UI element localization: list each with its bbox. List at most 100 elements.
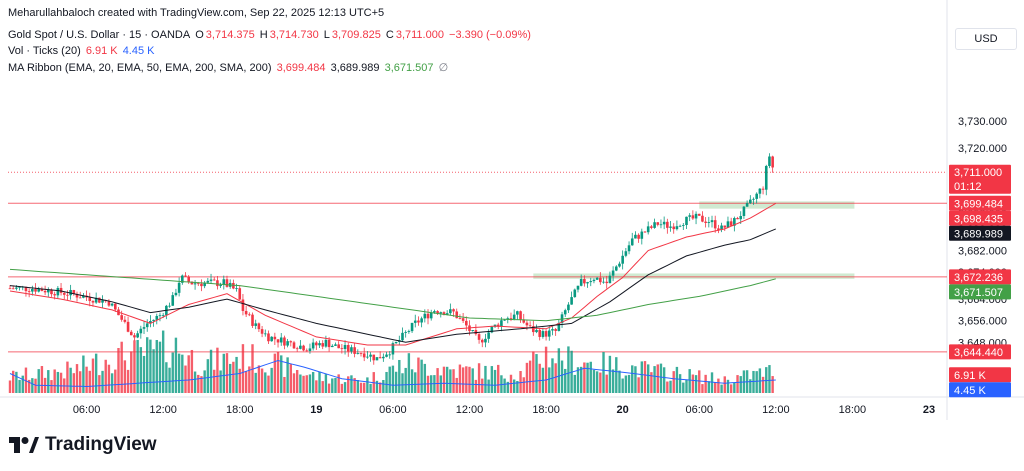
candle-body [745, 203, 749, 207]
candle-body [181, 275, 184, 283]
candle-body [614, 266, 618, 271]
volume-bar [484, 365, 487, 393]
candle-body [244, 310, 248, 315]
candle-body [707, 222, 711, 223]
candle-body [302, 345, 305, 351]
legend-volume-label[interactable]: Vol · Ticks (20) [8, 45, 81, 57]
candle-body [723, 225, 727, 228]
candle-body [445, 313, 449, 315]
volume-bar [595, 371, 599, 393]
candle-body [279, 337, 283, 343]
volume-bar [174, 337, 178, 393]
volume-bar [586, 362, 589, 393]
volume-bar [130, 351, 133, 393]
candle-body [694, 213, 698, 219]
candle-body [107, 301, 111, 306]
volume-bar [187, 355, 190, 393]
candle-body [666, 221, 669, 228]
volume-bar [318, 371, 321, 393]
price-tag [949, 382, 1011, 398]
volume-bar [548, 367, 551, 393]
volume-bar [197, 374, 200, 393]
volume-bar [688, 369, 691, 393]
candle-body [123, 319, 127, 322]
candle-body [570, 297, 573, 305]
candle-body [605, 281, 609, 284]
candle-body [120, 315, 123, 320]
candle-body [771, 156, 774, 168]
candle-body [630, 238, 634, 246]
volume-bar [497, 364, 500, 393]
candle-body [251, 314, 254, 326]
candle-body [350, 347, 353, 352]
price-tag-label: 6.91 K [954, 370, 986, 382]
support-zone-1 [699, 201, 855, 209]
candle-body [346, 345, 350, 352]
volume-bar [362, 382, 366, 393]
volume-bar [729, 384, 733, 393]
candle-body [602, 281, 605, 283]
candle-body [458, 318, 462, 319]
candle-body [222, 279, 226, 285]
candle-body [589, 281, 593, 283]
volume-bar [544, 346, 548, 393]
volume-bar [200, 376, 203, 393]
volume-bar [503, 378, 506, 393]
volume-bar [47, 370, 50, 393]
volume-bar [525, 362, 529, 393]
support-zone-2 [533, 273, 855, 279]
volume-bar [209, 349, 213, 393]
candle-body [729, 221, 733, 226]
candle-body [678, 225, 682, 227]
candle-body [761, 188, 765, 190]
candle-body [8, 288, 12, 290]
volume-bar [251, 344, 254, 393]
volume-bar [369, 383, 372, 393]
candle-body [449, 309, 452, 314]
candle-body [579, 279, 583, 286]
candle-body [142, 327, 146, 329]
candle-body [270, 336, 273, 342]
volume-bar [666, 381, 669, 393]
volume-bar [75, 364, 79, 393]
price-tag-label: 3,644.440 [954, 347, 1003, 359]
volume-bar [37, 369, 40, 393]
volume-bar [149, 339, 152, 393]
candle-body [98, 297, 101, 303]
candle-body [681, 225, 685, 226]
candle-body [289, 341, 293, 343]
candle-body [659, 224, 663, 226]
candle-body [82, 295, 85, 298]
candle-body [187, 276, 190, 282]
candle-body [567, 304, 570, 311]
y-axis-tick-label: 3,682.000 [958, 246, 1007, 258]
candle-body [56, 287, 60, 296]
price-tag [949, 367, 1011, 383]
candle-body [401, 332, 404, 341]
volume-bar [474, 379, 478, 393]
price-tag [949, 164, 1011, 194]
candle-body [583, 279, 586, 284]
candle-body [267, 333, 270, 342]
volume-bar [720, 384, 723, 393]
candle-body [43, 290, 47, 293]
volume-bar [50, 380, 53, 393]
candle-body [643, 231, 647, 233]
ma-line-ema200 [9, 268, 776, 322]
volume-bar [24, 367, 28, 393]
volume-bar [493, 369, 497, 393]
volume-bar [117, 348, 120, 393]
attribution-text: Meharullahbaloch created with TradingVie… [8, 7, 385, 19]
volume-bar [292, 373, 296, 393]
legend-symbol[interactable]: Gold Spot / U.S. Dollar · 15 · OANDA [8, 29, 191, 41]
candle-body [337, 344, 340, 349]
tradingview-logo[interactable]: TradingView [9, 434, 157, 456]
legend-ohlc-row: Gold Spot / U.S. Dollar · 15 · OANDA O 3,… [8, 29, 533, 41]
candle-body [733, 218, 736, 226]
currency-selector[interactable]: USD [955, 28, 1017, 50]
volume-bar [535, 354, 538, 393]
candle-body [496, 324, 500, 327]
volume-bar [152, 349, 155, 393]
legend-ma-label[interactable]: MA Ribbon (EMA, 20, EMA, 50, EMA, 200, S… [8, 62, 272, 74]
